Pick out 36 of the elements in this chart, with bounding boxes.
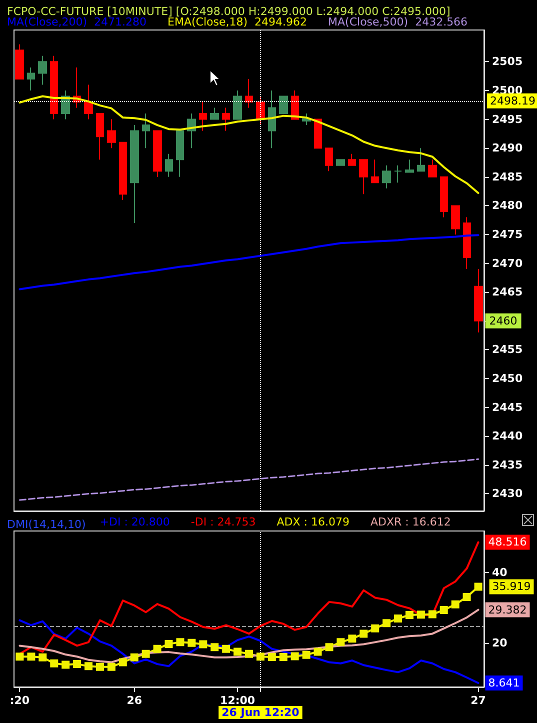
y-tick-label: 20 [492, 636, 508, 650]
y-tick-label: 2475 [492, 228, 523, 241]
text: ADX : 16.079 [276, 516, 350, 528]
chart-title: DMI(14,14,10) [7, 518, 86, 531]
x-tick-label: 27 [470, 694, 486, 707]
text: +DI : 20.800 [100, 516, 170, 528]
y-tick-label: 2450 [492, 372, 523, 386]
text: MA(Close,500) 2432.566 [328, 16, 468, 28]
data-label: 29.382 [488, 603, 527, 616]
text: -DI : 24.753 [190, 516, 256, 528]
y-tick-label: 2505 [492, 55, 523, 68]
annotation: 2460 [489, 314, 518, 328]
y-tick-label: 2430 [492, 487, 523, 500]
data-label: 48.516 [488, 536, 527, 549]
y-tick-label: 2440 [492, 430, 523, 443]
y-tick-label: 2445 [492, 400, 523, 414]
data-label: 8.641 [488, 676, 520, 690]
text: MA(Close,200) 2471.280 [7, 16, 147, 28]
x-tick-label: 12:00 [220, 694, 256, 707]
ref-line-label: 2498.19 [490, 94, 536, 108]
text: ADXR : 16.612 [370, 516, 451, 528]
y-tick-label: 2465 [492, 286, 523, 299]
text: EMA(Close,18) 2494.962 [168, 16, 308, 28]
y-tick-label: 2490 [492, 142, 523, 155]
y-tick-label: 2480 [492, 199, 523, 212]
y-tick-label: 40 [492, 566, 508, 579]
y-tick-label: 2470 [492, 256, 523, 270]
y-tick-label: 2455 [492, 343, 523, 356]
y-tick-label: 2485 [492, 170, 523, 184]
y-tick-label: 2495 [492, 112, 523, 126]
x-tick-label: 26 [126, 694, 142, 707]
x-tick-label: 26 Jun 12:20 [222, 706, 300, 719]
chart-title: FCPO-CC-FUTURE [10MINUTE] [O:2498.000 H:2499.000 L:2494.000 C:2495.000] [7, 5, 450, 18]
y-tick-label: 2435 [492, 458, 523, 472]
data-label: 35.919 [492, 580, 531, 594]
x-tick-label: :20 [10, 694, 30, 707]
